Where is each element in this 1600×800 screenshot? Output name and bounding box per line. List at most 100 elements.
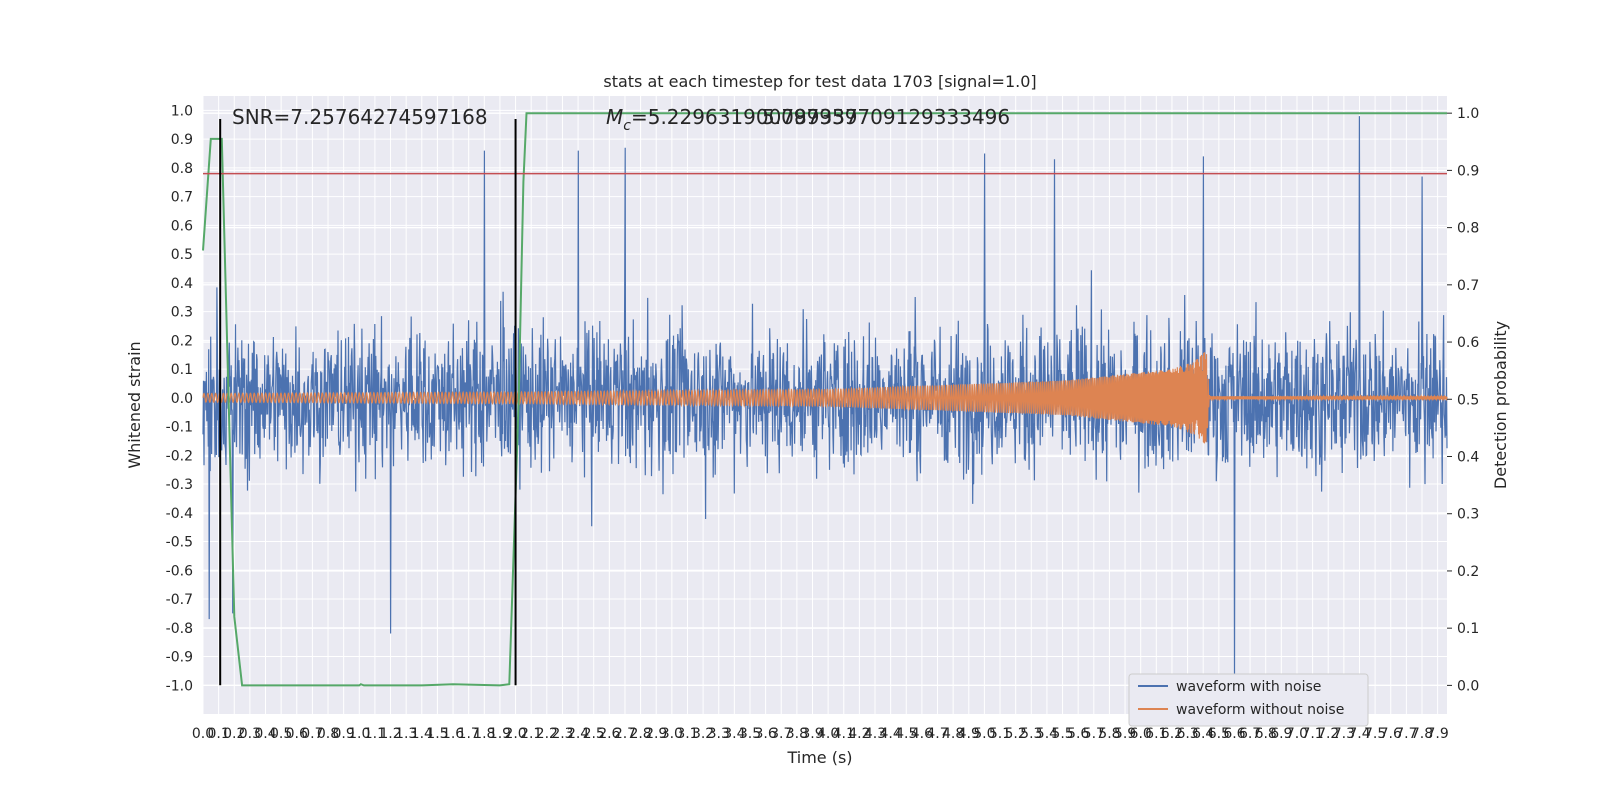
y-tick-label-right: 0.1 — [1457, 621, 1479, 637]
y-tick-label-left: 1.0 — [171, 103, 193, 119]
chirp-mass-annotation: Mc=5.229631900789337 — [606, 105, 858, 134]
y-tick-label-right: 0.8 — [1457, 221, 1479, 237]
x-tick-label: 5.7 — [1083, 726, 1105, 742]
x-tick-label: 1.5 — [426, 726, 448, 742]
x-tick-label: 6.9 — [1270, 726, 1292, 742]
x-tick-label: 0.0 — [192, 726, 214, 742]
chirp-mass-subscript: c — [623, 118, 631, 134]
chirp-mass-overlap-annotation: 5.097959709129333496 — [762, 105, 1010, 129]
x-tick-label: 1.4 — [411, 726, 433, 742]
x-tick-label: 2.8 — [629, 726, 651, 742]
y-tick-label-left: 0.6 — [171, 218, 193, 234]
x-tick-label: 4.5 — [895, 726, 917, 742]
y-axis-label-right: Detection probability — [1491, 321, 1510, 489]
x-tick-label: 3.3 — [708, 726, 730, 742]
y-tick-label-left: -0.9 — [166, 650, 193, 666]
x-tick-label: 2.1 — [520, 726, 542, 742]
y-tick-label-left: -0.2 — [166, 448, 193, 464]
x-tick-label: 7.9 — [1426, 726, 1448, 742]
x-tick-label: 1.7 — [458, 726, 480, 742]
x-tick-label: 7.7 — [1395, 726, 1417, 742]
y-tick-label-left: 0.5 — [171, 247, 193, 263]
x-tick-label: 6.8 — [1255, 726, 1277, 742]
x-tick-label: 6.4 — [1192, 726, 1214, 742]
y-tick-label-left: 0.1 — [171, 362, 193, 378]
x-tick-label: 4.9 — [958, 726, 980, 742]
y-tick-label-left: 0.3 — [171, 305, 193, 321]
y-tick-label-right: 0.7 — [1457, 278, 1479, 294]
x-tick-label: 1.8 — [473, 726, 495, 742]
y-tick-label-left: -0.8 — [166, 621, 193, 637]
x-tick-label: 3.7 — [770, 726, 792, 742]
x-tick-label: 1.2 — [379, 726, 401, 742]
y-tick-label-right: 0.2 — [1457, 564, 1479, 580]
x-tick-label: 3.5 — [739, 726, 761, 742]
x-tick-label: 3.2 — [692, 726, 714, 742]
x-tick-label: 3.4 — [723, 726, 745, 742]
x-tick-label: 4.2 — [848, 726, 870, 742]
x-tick-label: 5.8 — [1098, 726, 1120, 742]
chirp-mass-value: =5.229631900789337 — [631, 105, 858, 129]
x-tick-label: 0.3 — [239, 726, 261, 742]
series-waveform-without-noise — [202, 352, 1448, 444]
x-tick-label: 2.9 — [645, 726, 667, 742]
x-tick-label: 6.5 — [1208, 726, 1230, 742]
x-tick-label: 4.8 — [942, 726, 964, 742]
x-tick-label: 3.6 — [754, 726, 776, 742]
x-tick-label: 0.8 — [317, 726, 339, 742]
clean-waveform-line — [202, 352, 1448, 444]
x-tick-label: 1.0 — [348, 726, 370, 742]
x-tick-label: 7.0 — [1286, 726, 1308, 742]
y-tick-label-right: 0.6 — [1457, 335, 1479, 351]
x-tick-label: 0.5 — [270, 726, 292, 742]
y-tick-label-left: 0.9 — [171, 132, 193, 148]
x-tick-label: 1.9 — [489, 726, 511, 742]
x-tick-label: 5.6 — [1067, 726, 1089, 742]
legend-box — [1128, 673, 1369, 727]
x-tick-label: 6.7 — [1239, 726, 1261, 742]
y-tick-label-left: 0.4 — [171, 276, 193, 292]
x-tick-label: 0.7 — [301, 726, 323, 742]
y-tick-label-left: 0.7 — [171, 190, 193, 206]
markers — [203, 118, 1447, 686]
legend-entry-clean: waveform without noise — [1176, 702, 1344, 718]
x-tick-label: 5.0 — [973, 726, 995, 742]
x-tick-label: 3.1 — [676, 726, 698, 742]
x-tick-label: 6.6 — [1223, 726, 1245, 742]
x-tick-label: 0.1 — [207, 726, 229, 742]
x-tick-label: 7.2 — [1317, 726, 1339, 742]
y-tick-label-right: 0.5 — [1457, 392, 1479, 408]
y-tick-label-right: 0.9 — [1457, 163, 1479, 179]
x-tick-label: 3.0 — [661, 726, 683, 742]
x-tick-label: 0.2 — [223, 726, 245, 742]
x-tick-label: 2.4 — [567, 726, 589, 742]
snr-annotation: SNR=7.25764274597168 — [232, 105, 488, 129]
x-tick-label: 5.2 — [1005, 726, 1027, 742]
x-tick-label: 3.9 — [801, 726, 823, 742]
x-tick-label: 2.0 — [504, 726, 526, 742]
x-tick-label: 7.4 — [1348, 726, 1370, 742]
x-tick-label: 2.5 — [583, 726, 605, 742]
y-tick-label-left: 0.0 — [171, 391, 193, 407]
x-tick-label: 6.0 — [1130, 726, 1152, 742]
x-axis-label: Time (s) — [786, 748, 852, 767]
chirp-mass-symbol: M — [606, 105, 623, 129]
x-tick-label: 6.3 — [1176, 726, 1198, 742]
y-tick-label-left: 0.2 — [171, 333, 193, 349]
x-tick-label: 4.0 — [817, 726, 839, 742]
legend-entry-noise: waveform with noise — [1176, 679, 1321, 695]
y-tick-label-left: -1.0 — [166, 678, 193, 694]
x-tick-label: 5.9 — [1114, 726, 1136, 742]
y-tick-label-left: -0.4 — [166, 506, 193, 522]
x-tick-label: 1.3 — [395, 726, 417, 742]
x-tick-label: 5.4 — [1036, 726, 1058, 742]
x-tick-label: 7.3 — [1333, 726, 1355, 742]
x-tick-label: 7.5 — [1364, 726, 1386, 742]
y-tick-label-right: 0.0 — [1457, 678, 1479, 694]
x-tick-label: 2.2 — [536, 726, 558, 742]
x-tick-label: 2.6 — [598, 726, 620, 742]
x-tick-label: 2.7 — [614, 726, 636, 742]
x-tick-label: 4.4 — [880, 726, 902, 742]
x-tick-label: 0.4 — [254, 726, 276, 742]
